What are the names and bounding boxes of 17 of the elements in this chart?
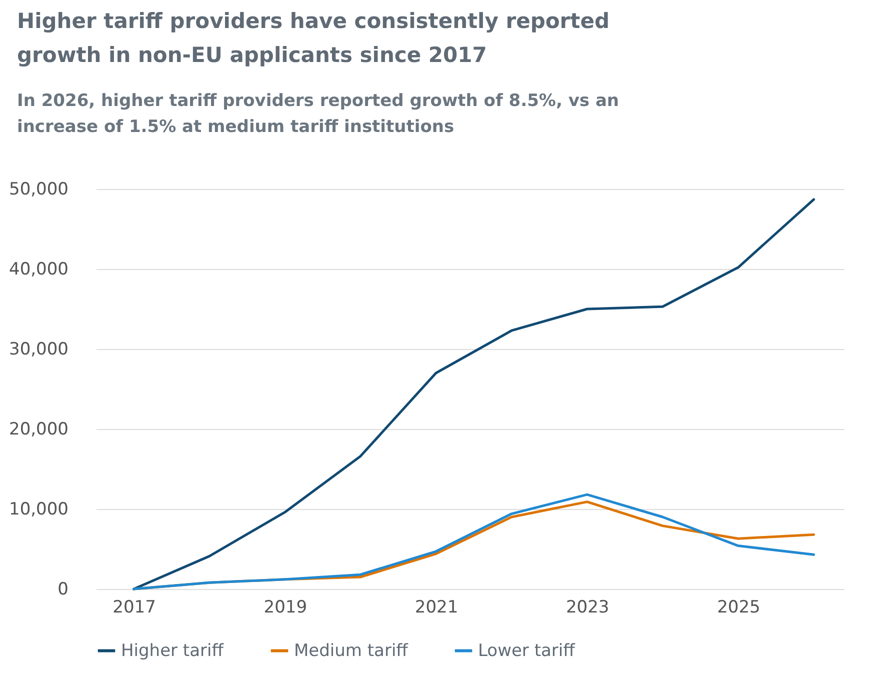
legend-label: Higher tariff	[121, 640, 225, 661]
x-tick-label: 2021	[414, 598, 458, 618]
y-tick-label: 0	[58, 580, 68, 600]
legend-label: Medium tariff	[294, 640, 410, 661]
chart-subtitle: In 2026, higher tariff providers reported growth of 8.5%, vs an increase of 1.5% at medium tariff institutions	[17, 90, 620, 139]
x-tick-label: 2017	[112, 598, 156, 618]
line-series	[132, 198, 816, 590]
y-tick-label: 50,000	[9, 180, 68, 200]
y-tick-label: 10,000	[9, 500, 68, 520]
y-tick-label: 30,000	[9, 340, 68, 360]
x-tick-label: 2025	[717, 598, 760, 618]
chart-title: Higher tariff providers have consistently reported growth in non-EU applicants since 2017	[17, 8, 610, 69]
legend-label: Lower tariff	[478, 640, 576, 661]
x-tick-label: 2023	[566, 598, 610, 618]
x-tick-label: 2019	[264, 598, 308, 618]
y-tick-label: 40,000	[9, 260, 68, 280]
y-tick-label: 20,000	[9, 420, 68, 440]
